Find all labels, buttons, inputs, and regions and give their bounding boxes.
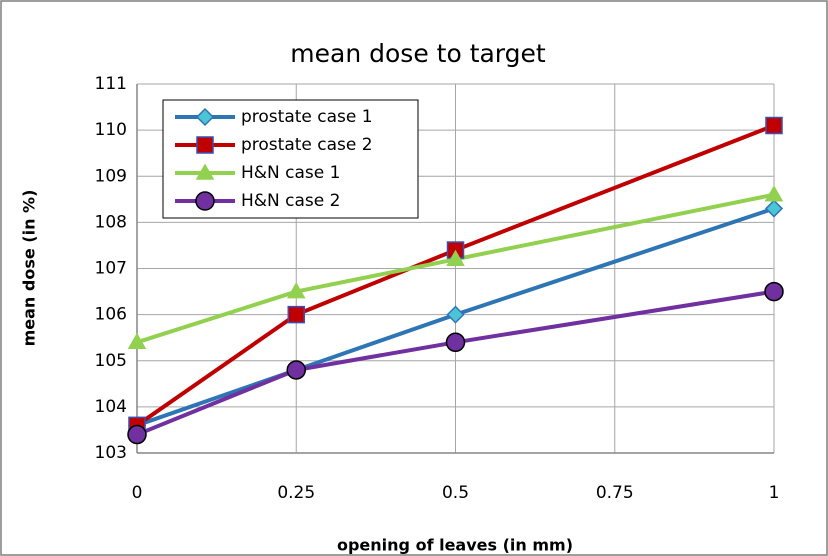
y-tick-label: 103 — [95, 443, 127, 463]
y-tick-label: 110 — [95, 120, 127, 140]
series-line — [136, 192, 775, 345]
data-point — [286, 282, 306, 299]
y-axis-label: mean dose (in %) — [20, 190, 39, 347]
legend-label: prostate case 1 — [241, 107, 373, 127]
data-point — [127, 424, 147, 445]
legend-label: prostate case 2 — [241, 135, 373, 155]
data-point — [764, 281, 784, 302]
data-point — [446, 305, 465, 324]
y-tick-label: 111 — [95, 74, 127, 94]
series-line — [136, 289, 775, 437]
y-tick-label: 108 — [95, 212, 127, 232]
legend-marker — [195, 191, 215, 211]
data-point — [286, 360, 306, 380]
legend-marker — [195, 107, 215, 127]
data-point — [287, 305, 305, 324]
x-tick-label: 0 — [132, 483, 143, 503]
data-point — [764, 185, 784, 202]
series-line — [135, 123, 775, 427]
chart-title: mean dose to target — [290, 39, 546, 68]
legend-marker — [195, 163, 215, 180]
legend-marker — [196, 136, 214, 154]
y-tick-label: 105 — [95, 351, 127, 371]
legend-label: H&N case 1 — [241, 163, 340, 183]
series-line — [136, 206, 775, 428]
y-tick-label: 104 — [95, 397, 127, 417]
x-axis-label: opening of leaves (in mm) — [337, 536, 573, 555]
x-tick-label: 0.25 — [277, 483, 315, 503]
data-point — [446, 249, 465, 267]
y-tick-label: 109 — [95, 166, 127, 186]
y-tick-label: 107 — [95, 259, 127, 279]
data-point — [764, 199, 784, 218]
x-tick-label: 0.75 — [596, 483, 634, 503]
data-point — [765, 116, 783, 135]
x-tick-label: 0.5 — [442, 483, 469, 503]
legend-label: H&N case 2 — [241, 191, 340, 211]
y-tick-label: 106 — [95, 305, 127, 325]
data-point — [445, 332, 466, 353]
data-point — [127, 332, 147, 350]
x-tick-label: 1 — [769, 483, 780, 503]
